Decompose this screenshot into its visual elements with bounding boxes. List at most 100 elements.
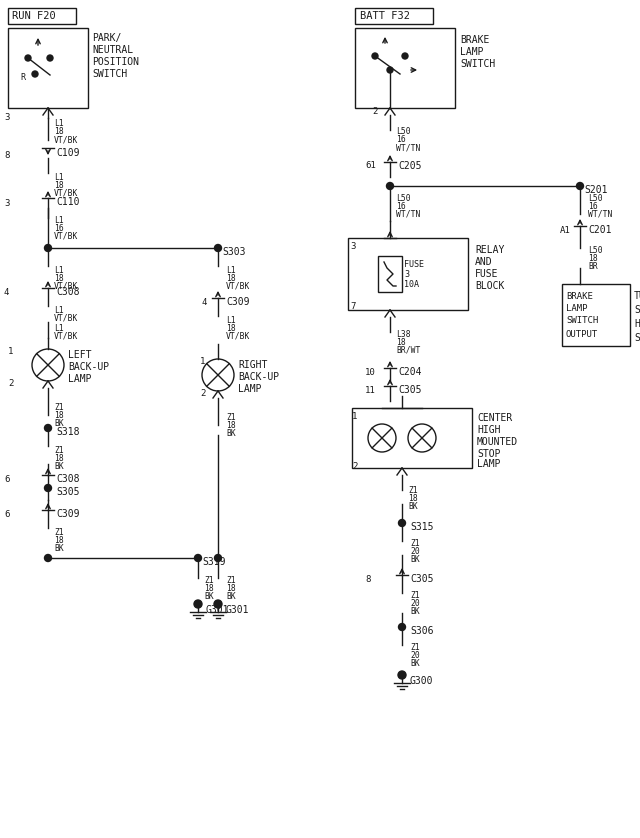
Circle shape: [399, 623, 406, 630]
Text: 61: 61: [365, 162, 376, 170]
Text: G301: G301: [225, 605, 248, 615]
Text: 2: 2: [352, 462, 357, 470]
Circle shape: [214, 555, 221, 561]
Text: C309: C309: [56, 509, 79, 519]
Text: VT/BK: VT/BK: [54, 136, 78, 144]
Text: BK: BK: [54, 462, 64, 470]
Text: S315: S315: [410, 522, 433, 532]
Text: Z1: Z1: [408, 485, 418, 494]
Text: 18: 18: [54, 411, 64, 420]
Text: Z1: Z1: [226, 576, 236, 584]
Text: SWITCH: SWITCH: [566, 315, 598, 324]
Text: 2: 2: [200, 389, 205, 397]
Text: 18: 18: [226, 273, 236, 282]
Text: BLOCK: BLOCK: [475, 281, 504, 291]
Text: RUN F20: RUN F20: [12, 11, 56, 21]
Text: S303: S303: [222, 247, 246, 257]
Text: BK: BK: [204, 592, 214, 601]
Text: 20: 20: [410, 546, 420, 556]
Text: Z1: Z1: [54, 446, 64, 454]
Text: 3: 3: [4, 113, 10, 122]
Circle shape: [402, 53, 408, 59]
Text: LAMP: LAMP: [566, 303, 588, 313]
Circle shape: [577, 183, 584, 189]
Text: BK: BK: [226, 592, 236, 601]
Text: 1: 1: [352, 411, 357, 421]
Text: VT/BK: VT/BK: [54, 189, 78, 198]
Text: Z1: Z1: [410, 643, 420, 651]
Text: C110: C110: [56, 197, 79, 207]
Circle shape: [372, 53, 378, 59]
Text: 3: 3: [350, 241, 355, 251]
Text: SIGNAL/: SIGNAL/: [634, 305, 640, 315]
Text: 3: 3: [404, 270, 409, 278]
Text: FUSE: FUSE: [404, 260, 424, 268]
Text: LAMP: LAMP: [477, 459, 500, 469]
Text: C309: C309: [226, 297, 250, 307]
Text: PARK/: PARK/: [92, 33, 122, 43]
Text: S305: S305: [56, 487, 79, 497]
Text: Z1: Z1: [54, 527, 64, 536]
Text: 20: 20: [410, 598, 420, 608]
Text: C205: C205: [398, 161, 422, 171]
Text: C308: C308: [56, 287, 79, 297]
Circle shape: [399, 520, 406, 526]
Text: FUSE: FUSE: [475, 269, 499, 279]
Circle shape: [387, 183, 394, 189]
Text: 18: 18: [204, 583, 214, 592]
Text: MOUNTED: MOUNTED: [477, 437, 518, 447]
Text: Z1: Z1: [410, 591, 420, 599]
Text: VT/BK: VT/BK: [54, 282, 78, 291]
Text: SWITCH: SWITCH: [634, 333, 640, 343]
Text: 18: 18: [54, 127, 64, 137]
Text: C305: C305: [410, 574, 433, 584]
Text: 4: 4: [4, 287, 10, 297]
Text: A1: A1: [560, 225, 571, 235]
Text: R: R: [20, 74, 25, 82]
Text: 8: 8: [365, 575, 371, 583]
Bar: [8, 8, 76, 24]
Text: VT/BK: VT/BK: [226, 332, 250, 340]
Text: 18: 18: [54, 535, 64, 545]
Circle shape: [387, 67, 393, 73]
Text: C204: C204: [398, 367, 422, 377]
Text: SWITCH: SWITCH: [92, 69, 127, 79]
Text: VT/BK: VT/BK: [54, 332, 78, 340]
Text: TURN: TURN: [634, 291, 640, 301]
Text: L1: L1: [54, 120, 64, 128]
Text: L50: L50: [588, 246, 603, 255]
Text: VT/BK: VT/BK: [54, 231, 78, 241]
Text: 18: 18: [396, 338, 406, 346]
Text: G300: G300: [410, 676, 433, 686]
Text: Z1: Z1: [54, 402, 64, 411]
Text: VT/BK: VT/BK: [54, 313, 78, 323]
Text: 10: 10: [365, 368, 376, 376]
Text: L50: L50: [396, 127, 411, 137]
Text: 16: 16: [588, 201, 598, 210]
Text: 18: 18: [226, 583, 236, 592]
Text: L1: L1: [54, 173, 64, 182]
Text: LAMP: LAMP: [68, 374, 92, 384]
Text: 10A: 10A: [404, 280, 419, 288]
Circle shape: [194, 600, 202, 608]
Text: BACK-UP: BACK-UP: [238, 372, 279, 382]
Text: 6: 6: [4, 474, 10, 484]
Text: 1: 1: [200, 356, 205, 365]
Text: 7: 7: [350, 302, 355, 311]
Text: BK: BK: [408, 501, 418, 510]
Text: 2: 2: [372, 107, 378, 116]
Text: S201: S201: [584, 185, 607, 195]
Text: L1: L1: [54, 323, 64, 333]
Text: VT/BK: VT/BK: [226, 282, 250, 291]
Text: OUTPUT: OUTPUT: [566, 329, 598, 339]
Circle shape: [45, 245, 51, 251]
Bar: [348, 238, 468, 310]
Text: Z1: Z1: [226, 412, 236, 422]
Text: 2: 2: [8, 379, 13, 387]
Circle shape: [45, 425, 51, 432]
Text: NEUTRAL: NEUTRAL: [92, 45, 133, 55]
Text: HAZARD: HAZARD: [634, 319, 640, 329]
Bar: [355, 8, 433, 24]
Text: 18: 18: [588, 254, 598, 262]
Text: BK: BK: [226, 428, 236, 437]
